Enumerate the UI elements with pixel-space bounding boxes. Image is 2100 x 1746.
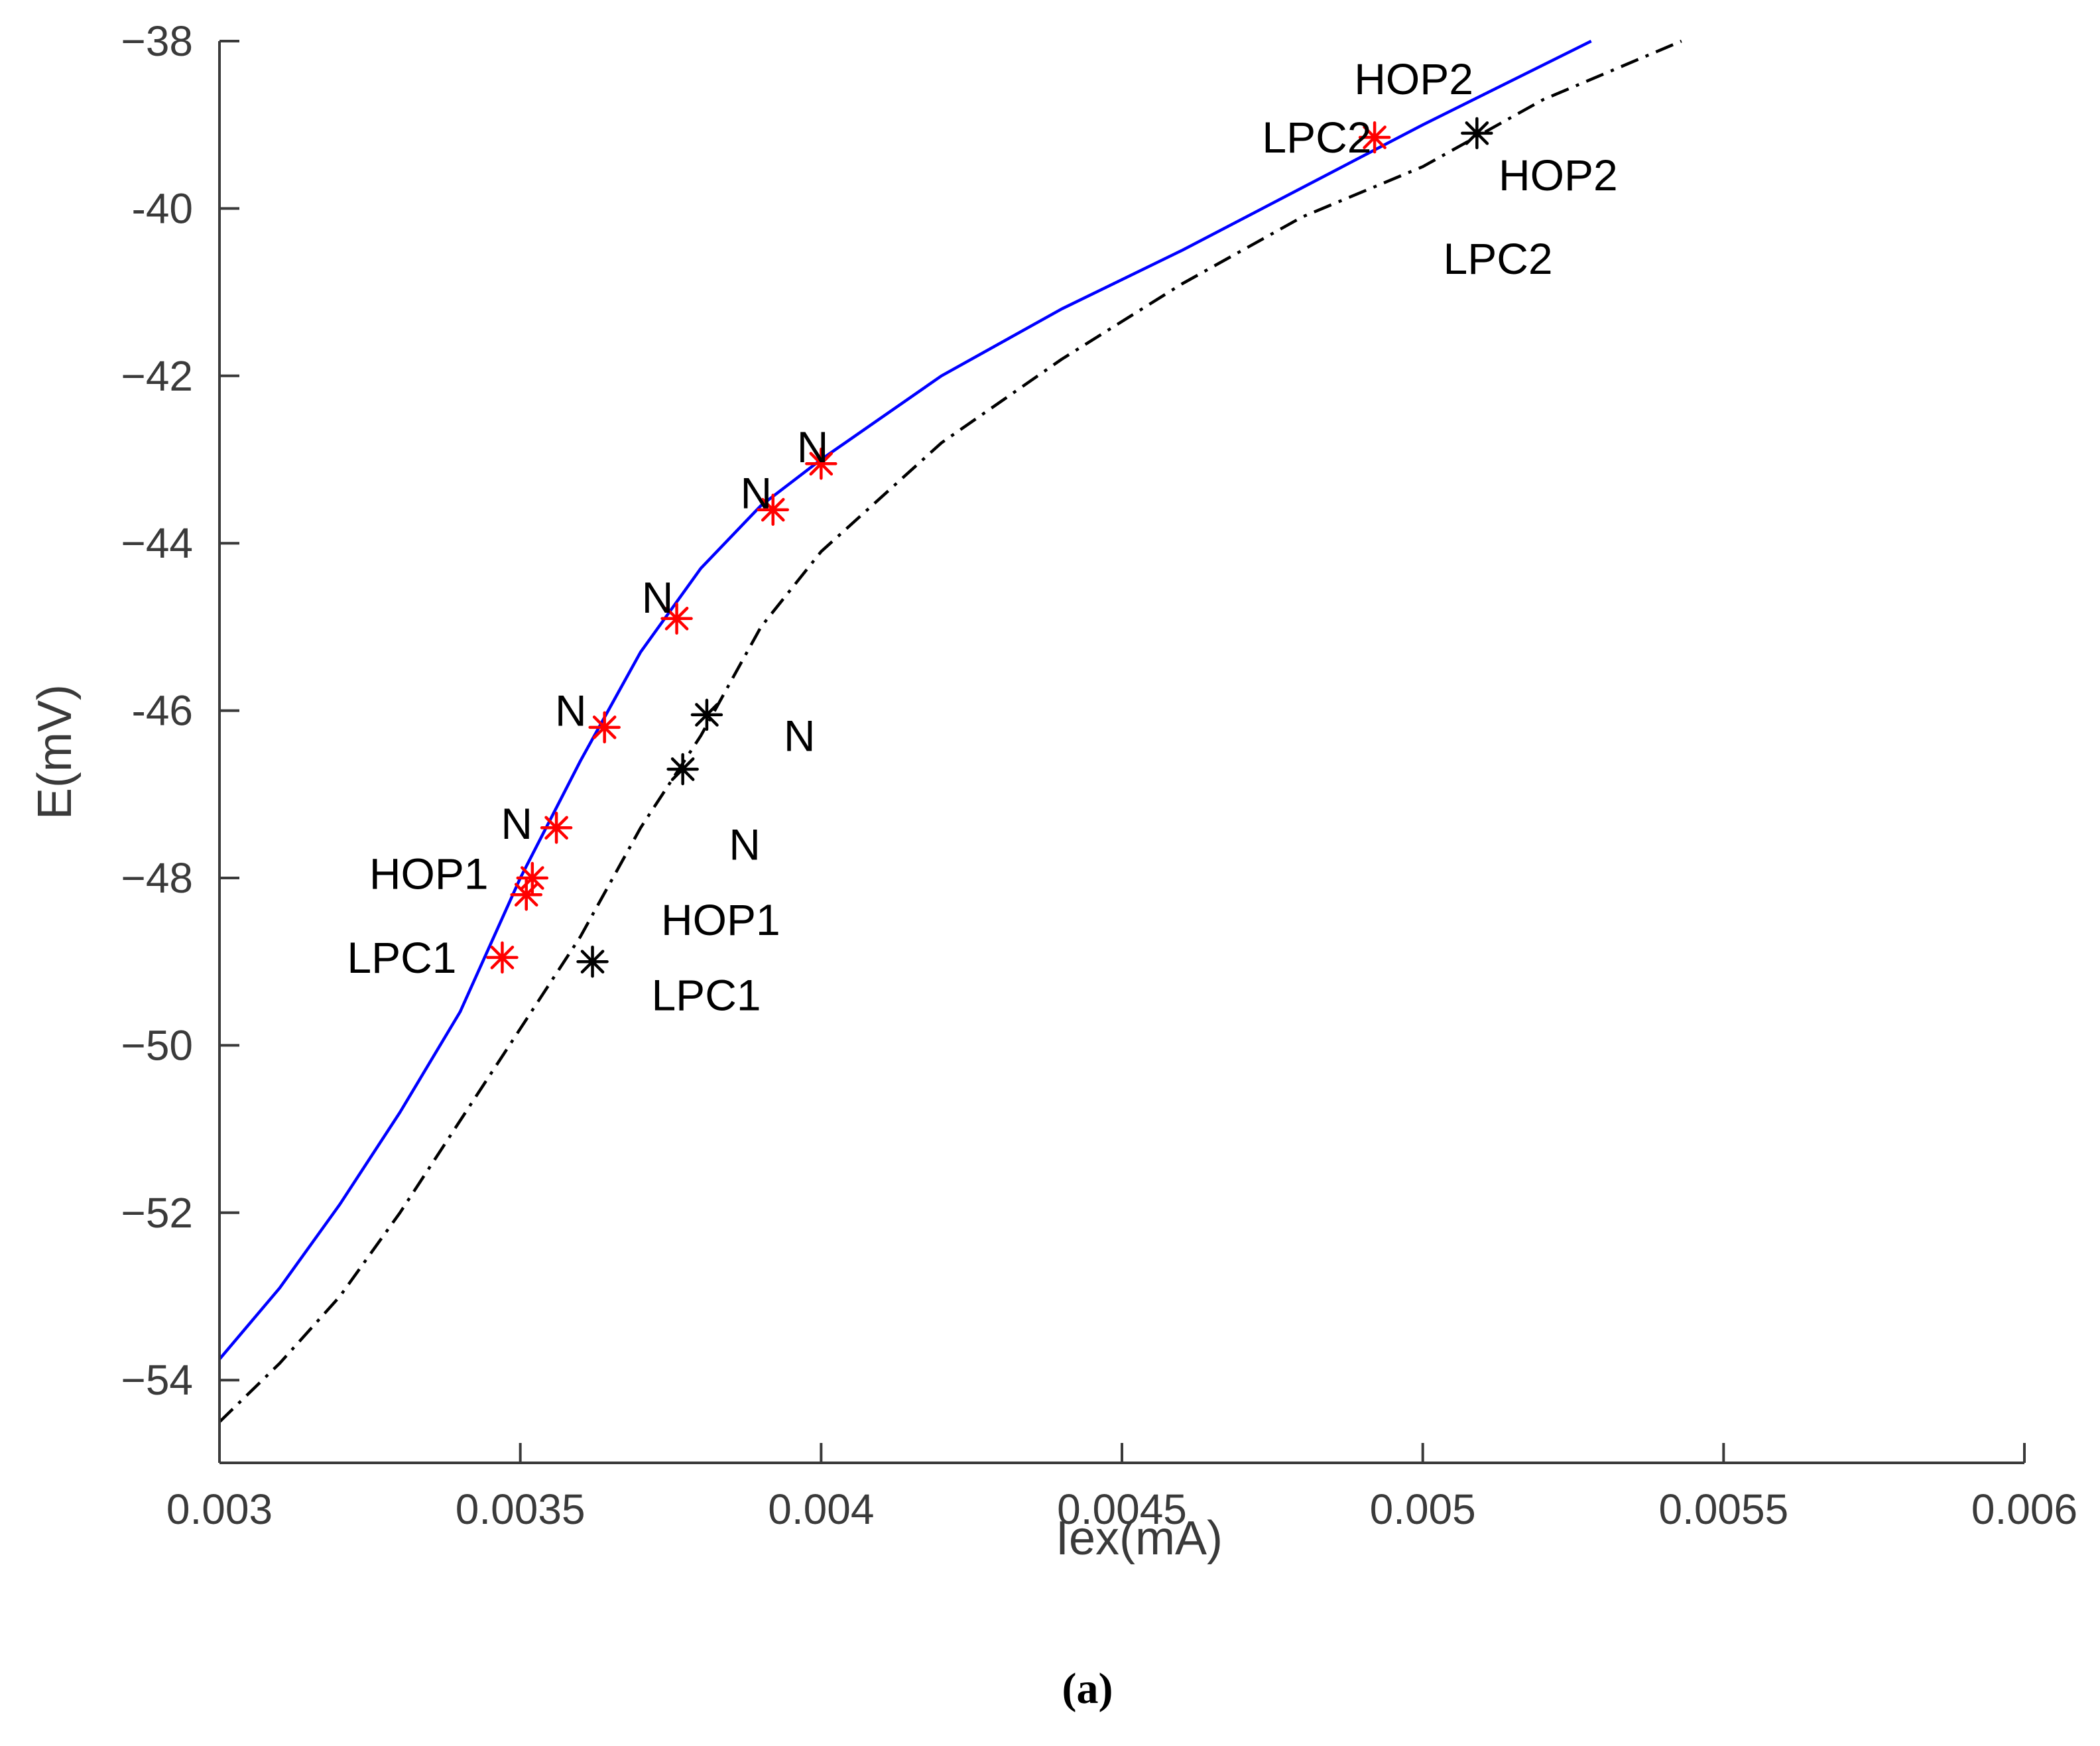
- point-label: N: [741, 468, 772, 517]
- series-line-solid: [218, 39, 1592, 1361]
- marker-solid: [516, 861, 549, 895]
- y-tick-label: −50: [121, 1021, 193, 1069]
- y-axis-label: E(mV): [29, 684, 82, 820]
- point-label: HOP1: [661, 895, 780, 944]
- curves: [218, 39, 1682, 1423]
- marker-solid: [1358, 121, 1391, 154]
- marker-solid: [588, 711, 621, 744]
- y-tick-label: −48: [121, 854, 193, 902]
- point-label: HOP2: [1354, 54, 1473, 103]
- marker-dash-dot: [1461, 117, 1493, 150]
- x-ticks: 0.003 0.0035 0.004 0.0045 0.005 0.0055 0.006: [166, 1443, 2077, 1533]
- marker-solid: [486, 941, 519, 974]
- x-tick-label: 0.0055: [1658, 1485, 1788, 1533]
- point-label: N: [729, 820, 761, 869]
- marker-solid: [540, 812, 573, 844]
- point-label: LPC1: [347, 933, 456, 982]
- y-tick-label: −54: [121, 1356, 193, 1404]
- y-ticks: −38 -40 −42 −44 -46 −48 −50 −52 −54: [121, 17, 239, 1404]
- axes: [218, 41, 2024, 1464]
- marker-solid: [757, 493, 789, 526]
- point-label: HOP2: [1499, 151, 1618, 200]
- x-tick-label: 0.0045: [1057, 1485, 1187, 1533]
- point-label: N: [797, 422, 829, 471]
- x-tick-label: 0.006: [1971, 1485, 2077, 1533]
- y-tick-label: −42: [121, 352, 193, 400]
- marker-dash-dot: [690, 698, 723, 731]
- point-label: N: [784, 711, 816, 760]
- x-axis-label: Iex(mA): [1056, 1512, 1223, 1565]
- point-label: N: [555, 686, 587, 735]
- marker-dash-dot: [576, 945, 609, 978]
- figure-caption: (a): [1062, 1664, 1113, 1713]
- point-label: LPC1: [651, 971, 761, 1020]
- x-tick-label: 0.005: [1370, 1485, 1476, 1533]
- x-tick-label: 0.003: [166, 1485, 273, 1533]
- x-tick-label: 0.0035: [456, 1485, 586, 1533]
- point-label: N: [501, 799, 532, 848]
- point-label: N: [642, 573, 674, 622]
- point-label: LPC2: [1262, 113, 1371, 162]
- series-line-dash-dot: [218, 39, 1682, 1423]
- y-tick-label: -40: [132, 184, 194, 232]
- y-tick-label: −38: [121, 17, 193, 65]
- y-tick-label: -46: [132, 687, 194, 735]
- markers: [486, 117, 1493, 978]
- point-label: HOP1: [369, 849, 489, 899]
- marker-dash-dot: [666, 753, 699, 786]
- y-tick-label: −52: [121, 1189, 193, 1237]
- marker-solid: [660, 602, 693, 635]
- marker-solid: [805, 448, 837, 480]
- point-label: LPC2: [1444, 234, 1553, 283]
- y-tick-label: −44: [121, 519, 193, 567]
- x-tick-label: 0.004: [768, 1485, 874, 1533]
